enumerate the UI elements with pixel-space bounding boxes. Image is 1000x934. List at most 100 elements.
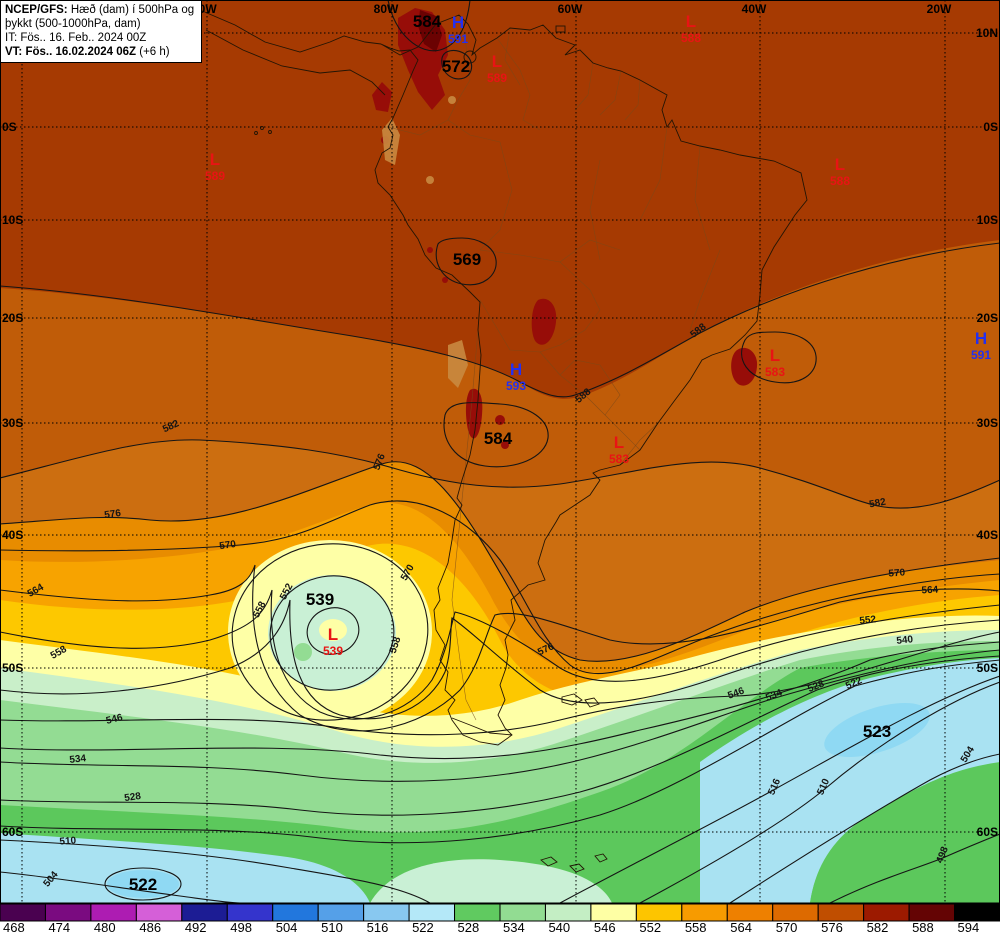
low-center-marker: L [770, 346, 780, 365]
colorbar-value-label: 570 [776, 920, 798, 934]
contour-label: 564 [921, 585, 939, 597]
center-value-label: 591 [448, 32, 468, 46]
colorbar-cell [635, 903, 683, 922]
title-line-3: IT: Fös.. 16. Feb.. 2024 00Z [5, 32, 147, 44]
height-label: 539 [306, 590, 334, 609]
height-bands [0, 0, 1000, 903]
height-label: 523 [863, 722, 891, 741]
colorbar-value-label: 498 [230, 920, 252, 934]
high-center-marker: H [452, 13, 464, 32]
colorbar-value-label: 546 [594, 920, 616, 934]
low-center-marker: L [492, 52, 502, 71]
title-legend-box: NCEP/GFS: Hæð (dam) í 500hPa og þykkt (5… [0, 0, 202, 63]
colorbar-cell [499, 903, 546, 922]
colorbar-cell [726, 903, 774, 922]
colorbar-value-label: 588 [912, 920, 934, 934]
contour-label: 582 [868, 497, 887, 511]
center-value-label: 591 [971, 348, 991, 362]
latitude-label-left: 60S [2, 825, 23, 839]
latlon-grid [0, 0, 1000, 903]
longitude-label: 40W [742, 2, 767, 16]
latitude-label-left: 0S [2, 120, 17, 134]
latitude-label-right: 60S [977, 825, 998, 839]
longitude-label: 60W [558, 2, 583, 16]
title-line-2: þykkt (500-1000hPa, dam) [5, 18, 141, 30]
colorbar-value-label: 552 [639, 920, 661, 934]
colorbar-value-label: 582 [867, 920, 889, 934]
colorbar-cell [0, 903, 46, 922]
high-center-marker: H [510, 360, 522, 379]
low-center-marker: L [686, 12, 696, 31]
colorbar: 468 474 480 486 492 498 504 510 516 522 528 534 540 5… [0, 903, 1000, 934]
latitude-label-right: 10S [977, 213, 998, 227]
low-center-marker: L [614, 433, 624, 452]
colorbar-value-label: 492 [185, 920, 207, 934]
high-center-marker: H [975, 329, 987, 348]
colorbar-cell [590, 903, 637, 922]
low-center-marker: L [835, 155, 845, 174]
latitude-label-right: 10N [976, 26, 998, 40]
latitude-label-right: 40S [977, 528, 998, 542]
contour-label: 570 [888, 567, 906, 579]
height-label: 584 [484, 429, 513, 448]
center-value-label: 588 [830, 174, 850, 188]
colorbar-value-label: 534 [503, 920, 525, 934]
contour-label: 576 [104, 508, 122, 521]
latitude-label-right: 20S [977, 311, 998, 325]
latitude-label-left: 20S [2, 311, 23, 325]
center-value-label: 593 [506, 379, 526, 393]
colorbar-cell [954, 903, 1000, 922]
contour-lines [0, 0, 1000, 904]
colorbar-cell [408, 903, 456, 922]
latitude-label-right: 0S [983, 120, 998, 134]
colorbar-value-label: 564 [730, 920, 752, 934]
longitude-label: 20W [927, 2, 952, 16]
colorbar-cell [681, 903, 728, 922]
colorbar-value-label: 504 [276, 920, 298, 934]
colorbar-value-label: 558 [685, 920, 707, 934]
center-value-label: 583 [609, 452, 629, 466]
height-label: 572 [442, 57, 470, 76]
low-center-marker: L [328, 625, 338, 644]
colorbar-cell [863, 903, 910, 922]
contour-label: 540 [896, 634, 914, 647]
colorbar-value-label: 540 [548, 920, 570, 934]
latitude-label-right: 30S [977, 416, 998, 430]
latitude-label-left: 40S [2, 528, 23, 542]
colorbar-value-label: 486 [139, 920, 161, 934]
colorbar-value-label: 576 [821, 920, 843, 934]
latitude-label-right: 50S [977, 661, 998, 675]
colorbar-cell [908, 903, 956, 922]
center-value-label: 589 [205, 169, 225, 183]
colorbar-cell [363, 903, 410, 922]
colorbar-cell [181, 903, 228, 922]
low-center-marker: L [210, 150, 220, 169]
colorbar-cell [454, 903, 501, 922]
latitude-label-left: 50S [2, 661, 23, 675]
center-value-label: 539 [323, 644, 343, 658]
colorbar-value-label: 522 [412, 920, 434, 934]
colorbar-value-label: 510 [321, 920, 343, 934]
contour-label: 570 [219, 539, 237, 552]
latitude-label-left: 30S [2, 416, 23, 430]
colorbar-value-label: 474 [48, 920, 70, 934]
contour-label: 528 [124, 791, 142, 804]
height-label: 569 [453, 250, 481, 269]
colorbar-cell [226, 903, 274, 922]
contour-label: 546 [105, 712, 124, 727]
colorbar-cell [135, 903, 183, 922]
colorbar-value-label: 528 [458, 920, 480, 934]
colorbar-value-label: 594 [958, 920, 980, 934]
colorbar-value-label: 468 [3, 920, 25, 934]
colorbar-cell [817, 903, 865, 922]
height-value-labels: 584 572 569 584 539 523 522 [129, 12, 891, 894]
colorbar-value-label: 516 [367, 920, 389, 934]
center-value-label: 583 [765, 365, 785, 379]
colorbar-cell [90, 903, 137, 922]
center-value-label: 589 [487, 71, 507, 85]
title-line-4: VT: Fös.. 16.02.2024 06Z (+6 h) [5, 46, 170, 58]
coastline [199, 9, 808, 873]
